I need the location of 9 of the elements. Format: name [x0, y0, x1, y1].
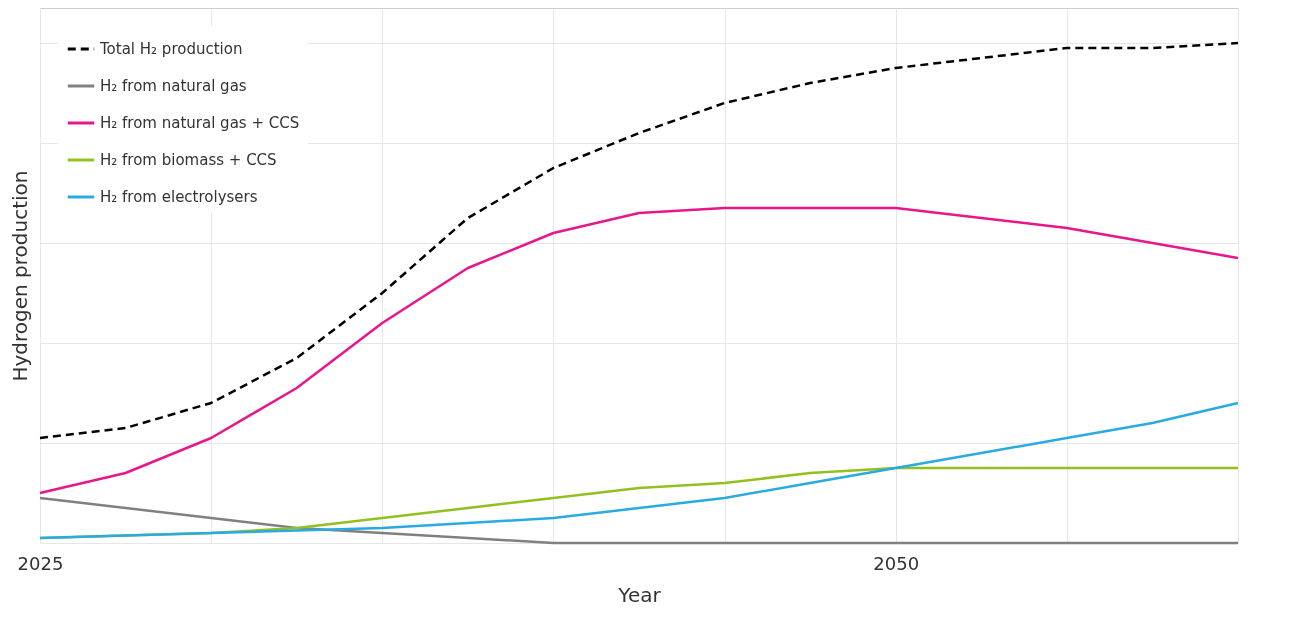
legend-label: H₂ from electrolysers: [100, 188, 258, 206]
legend-label: H₂ from natural gas: [100, 77, 247, 95]
legend-label: H₂ from biomass + CCS: [100, 151, 277, 169]
x-axis-title: Year: [617, 582, 662, 607]
legend-label: H₂ from natural gas + CCS: [100, 114, 300, 132]
x-tick-label: 2025: [17, 552, 64, 574]
x-tick-label: 2050: [873, 552, 920, 574]
y-axis-title: Hydrogen production: [7, 170, 32, 382]
legend-label: Total H₂ production: [99, 40, 243, 58]
